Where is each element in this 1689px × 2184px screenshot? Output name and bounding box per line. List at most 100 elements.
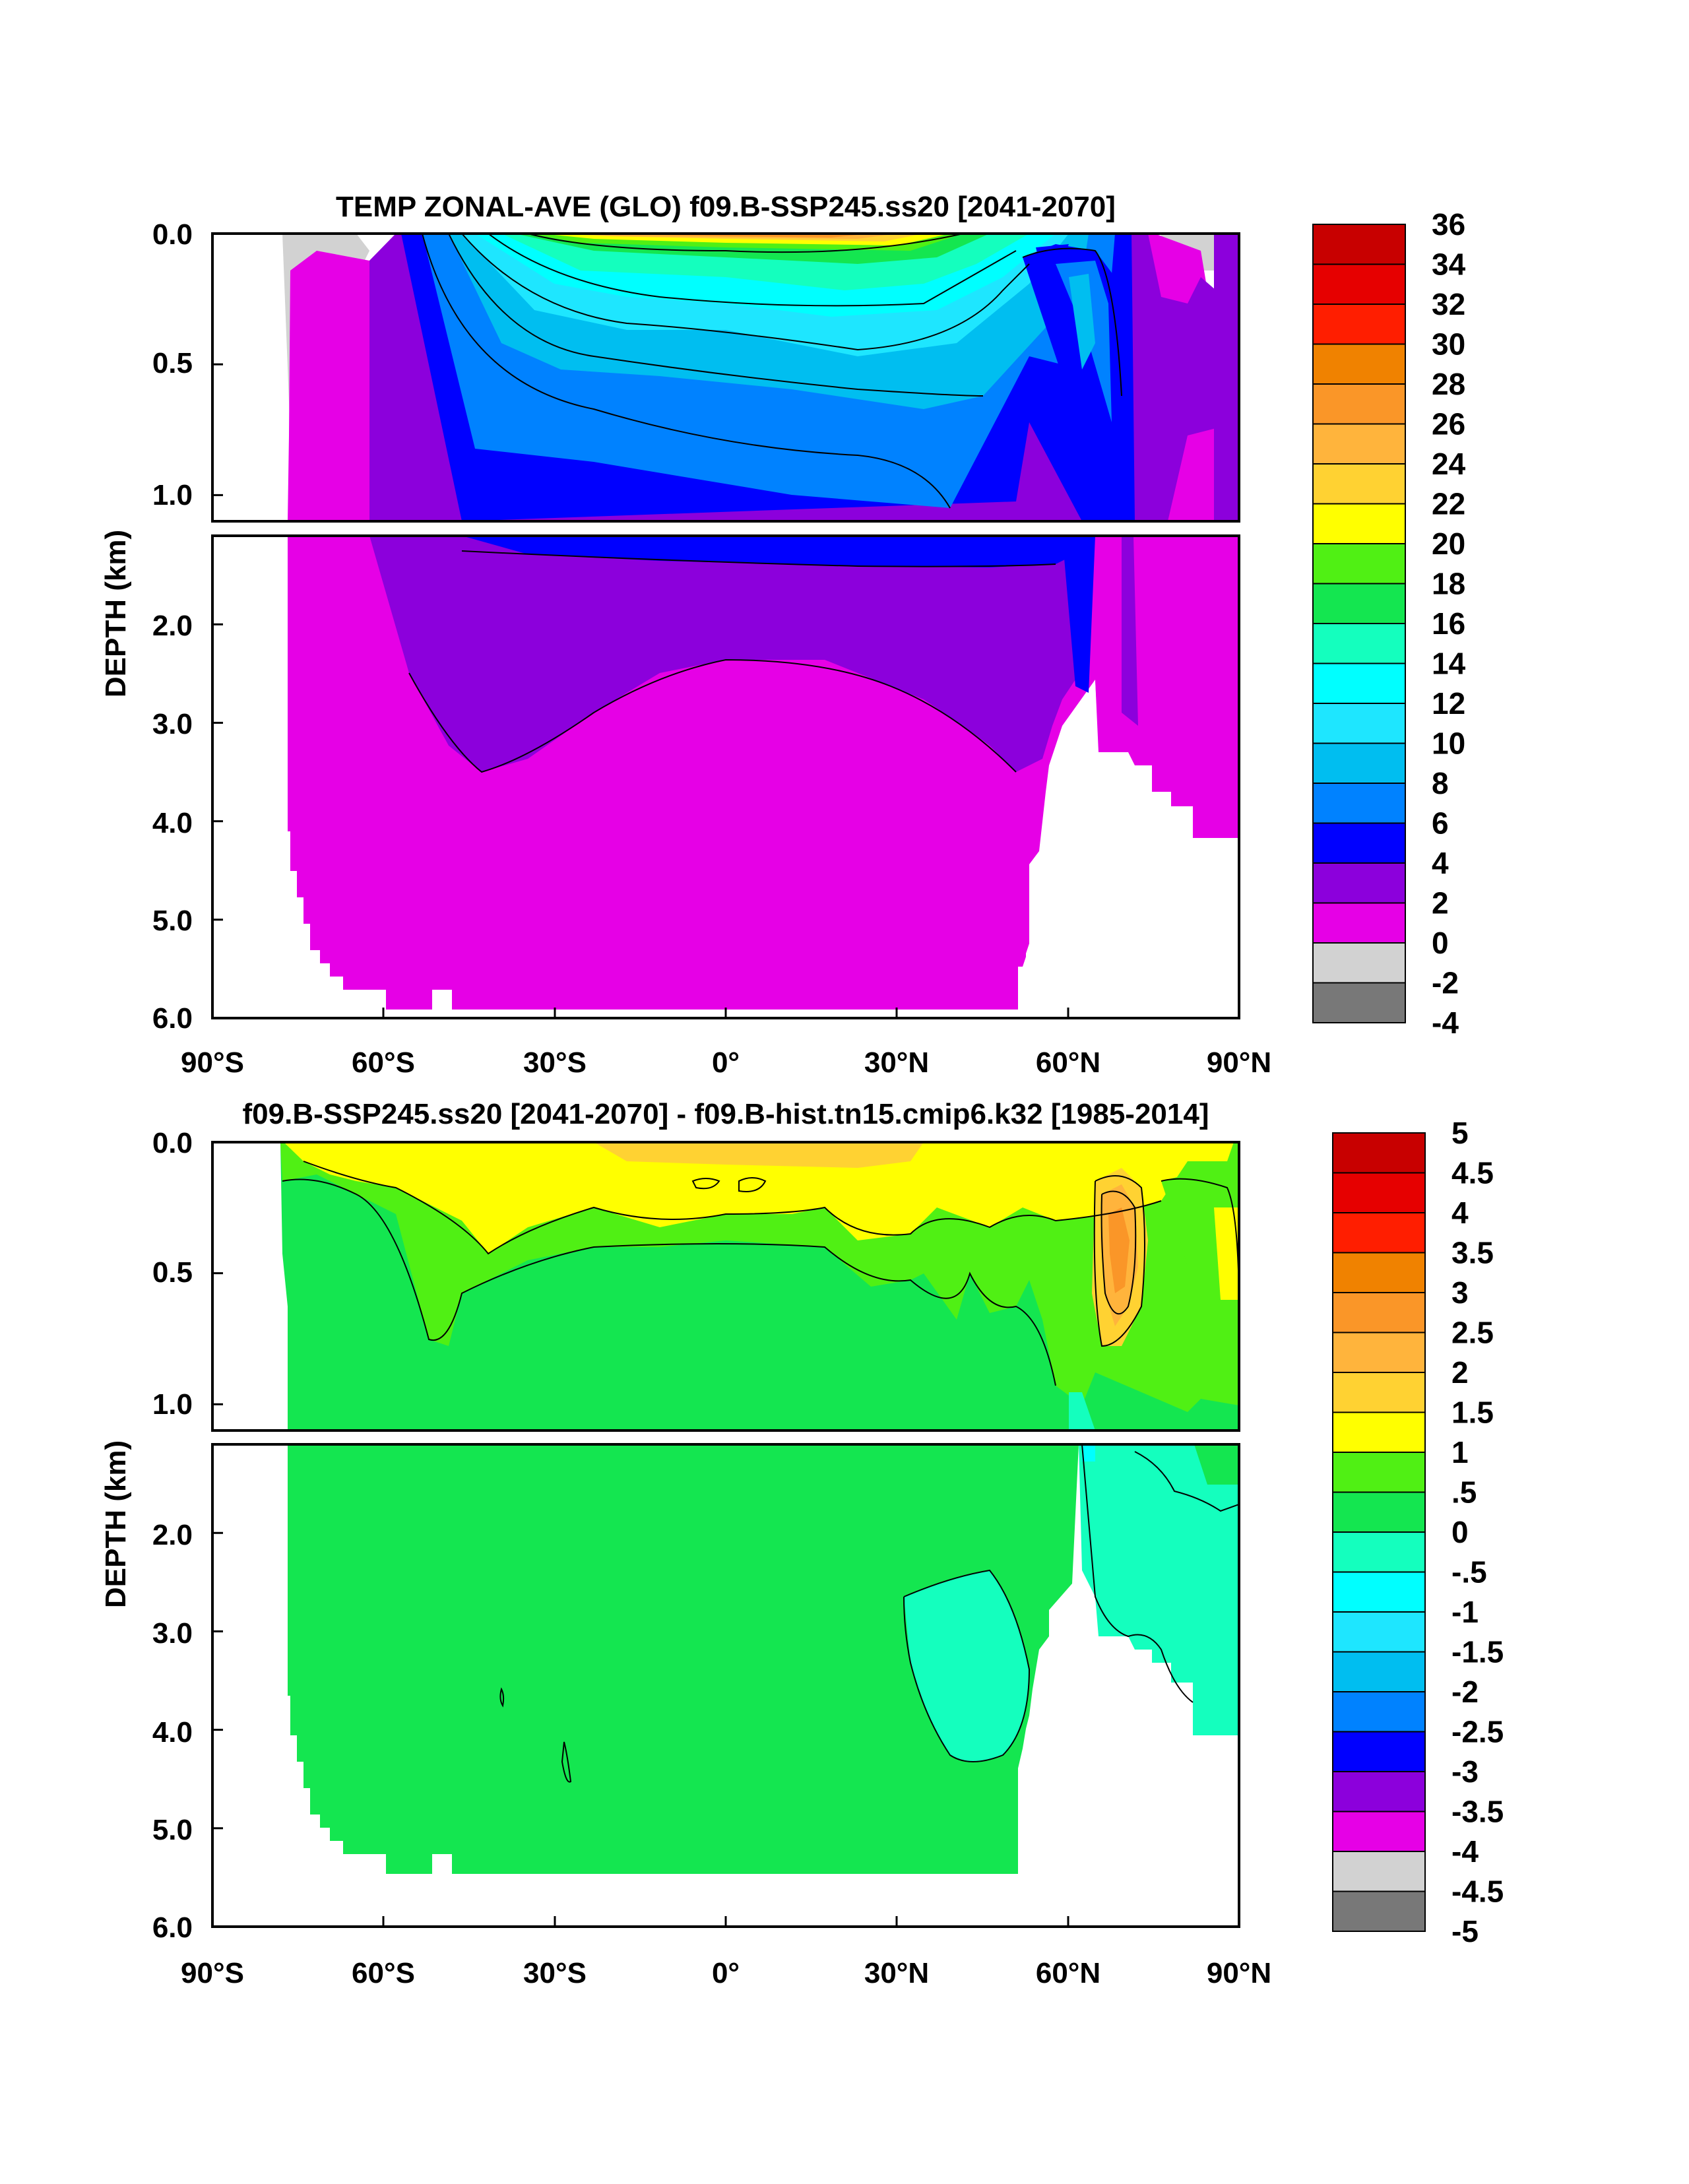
colorbar-2-swatch xyxy=(1332,1172,1426,1213)
colorbar-2-swatch xyxy=(1332,1571,1426,1613)
chart-2-ytick: 1.0 xyxy=(152,1388,193,1421)
colorbar-1-swatch xyxy=(1312,742,1406,784)
chart-2-xtick: 30°N xyxy=(864,1957,929,1989)
colorbar-2-label: 0 xyxy=(1451,1515,1469,1549)
colorbar-2-label: 1 xyxy=(1451,1435,1469,1469)
chart-1: TEMP ZONAL-AVE (GLO) f09.B-SSP245.ss20 [… xyxy=(100,191,1466,1079)
chart-1-xtick: 0° xyxy=(712,1046,740,1079)
colorbar-1-swatch xyxy=(1312,423,1406,465)
chart-2-ytick: 6.0 xyxy=(152,1911,193,1944)
colorbar-1-label: 30 xyxy=(1432,327,1465,362)
chart-2-title: f09.B-SSP245.ss20 [2041-2070] - f09.B-hi… xyxy=(243,1098,1209,1130)
colorbar-2-label: 4.5 xyxy=(1451,1156,1494,1190)
colorbar-1-swatch xyxy=(1312,623,1406,664)
colorbar-1-swatch xyxy=(1312,703,1406,744)
chart-2-xtick: 60°N xyxy=(1036,1957,1100,1989)
chart-2-xtick: 90°S xyxy=(181,1957,244,1989)
chart-1-contours-upper xyxy=(422,234,1122,509)
colorbar-1-swatch xyxy=(1312,304,1406,345)
colorbar-2-label: -2 xyxy=(1451,1675,1479,1709)
colorbar-1-label: 22 xyxy=(1432,487,1465,521)
colorbar-2-swatch xyxy=(1332,1372,1426,1413)
chart-1-contours-lower xyxy=(408,550,1056,773)
colorbar-2-swatch xyxy=(1332,1811,1426,1852)
colorbar-1-swatch xyxy=(1312,543,1406,585)
colorbar-2-swatch xyxy=(1332,1292,1426,1333)
colorbar-2-swatch xyxy=(1332,1332,1426,1373)
chart-2-ytick: 2.0 xyxy=(152,1519,193,1551)
colorbar-1-swatch xyxy=(1312,662,1406,704)
colorbar-2-label: 1.5 xyxy=(1451,1396,1494,1430)
chart-1-lower-field xyxy=(288,536,1239,1010)
colorbar-1-label: 10 xyxy=(1432,726,1465,761)
chart-1-ytick: 5.0 xyxy=(152,905,193,937)
colorbar-1-label: 16 xyxy=(1432,606,1465,641)
chart-2: f09.B-SSP245.ss20 [2041-2070] - f09.B-hi… xyxy=(100,1098,1504,1989)
colorbar-1-label: 20 xyxy=(1432,527,1465,561)
colorbar-2-label: -4 xyxy=(1451,1834,1479,1869)
colorbar-1-label: 18 xyxy=(1432,567,1465,601)
colorbar-1-label: 26 xyxy=(1432,407,1465,441)
colorbar-2-label: 4 xyxy=(1451,1196,1469,1230)
colorbar-2-label: 3 xyxy=(1451,1275,1469,1310)
colorbar-2-swatch xyxy=(1332,1491,1426,1533)
chart-2-upper-frame xyxy=(211,1141,1240,1432)
colorbar-1-swatch xyxy=(1312,224,1406,265)
chart-1-xtick: 30°S xyxy=(523,1046,587,1079)
chart-1-ytick: 2.0 xyxy=(152,610,193,642)
colorbar-1-swatch xyxy=(1312,583,1406,624)
chart-1-xtick: 90°N xyxy=(1207,1046,1271,1079)
chart-1-ytick: 0.5 xyxy=(152,347,193,379)
chart-1-xtick: 90°S xyxy=(181,1046,244,1079)
colorbar-1-swatch xyxy=(1312,383,1406,425)
colorbar-1-swatch xyxy=(1312,783,1406,824)
colorbar-1-label: 32 xyxy=(1432,287,1465,321)
chart-2-xtick: 60°S xyxy=(352,1957,415,1989)
colorbar-1-label: 28 xyxy=(1432,367,1465,401)
colorbar-1-swatch xyxy=(1312,902,1406,944)
colorbar-2-swatch xyxy=(1332,1452,1426,1493)
chart-2-ytick: 0.0 xyxy=(152,1127,193,1159)
chart-1-xtick: 30°N xyxy=(864,1046,929,1079)
colorbar-2-swatch xyxy=(1332,1771,1426,1813)
colorbar-1-swatch xyxy=(1312,343,1406,385)
colorbar-2-label: -1 xyxy=(1451,1595,1479,1629)
chart-1-ylabel: DEPTH (km) xyxy=(100,530,132,697)
colorbar-1-swatch xyxy=(1312,463,1406,505)
colorbar-2-swatch xyxy=(1332,1132,1426,1174)
colorbar-2-swatch xyxy=(1332,1252,1426,1293)
colorbar-2-label: -2.5 xyxy=(1451,1715,1504,1749)
colorbar-2-label: -3 xyxy=(1451,1754,1479,1789)
colorbar-2-label: 5 xyxy=(1451,1116,1469,1150)
colorbar-1-label: 24 xyxy=(1432,447,1466,481)
colorbar-2-swatch xyxy=(1332,1212,1426,1254)
colorbar-2-swatch xyxy=(1332,1851,1426,1892)
colorbar-2-swatch xyxy=(1332,1731,1426,1772)
colorbar-2-label: -4.5 xyxy=(1451,1875,1504,1909)
chart-2-ylabel: DEPTH (km) xyxy=(100,1440,132,1608)
chart-1-title: TEMP ZONAL-AVE (GLO) f09.B-SSP245.ss20 [… xyxy=(336,191,1116,223)
colorbar-1-swatch xyxy=(1312,263,1406,305)
colorbar-2-swatch xyxy=(1332,1651,1426,1692)
chart-1-xtick: 60°S xyxy=(352,1046,415,1079)
chart-1-ytick: 0.0 xyxy=(152,218,193,251)
chart-2-axes xyxy=(211,1141,1240,1928)
colorbar-1-swatch xyxy=(1312,503,1406,544)
colorbar-1-label: 0 xyxy=(1432,926,1449,960)
chart-2-ytick: 4.0 xyxy=(152,1716,193,1749)
colorbar-1-label: 34 xyxy=(1432,247,1466,282)
chart-1-ytick: 4.0 xyxy=(152,807,193,839)
chart-2-contours-lower xyxy=(499,1444,1239,1783)
colorbar-2-label: 2.5 xyxy=(1451,1316,1494,1350)
colorbar-1-swatch xyxy=(1312,822,1406,864)
colorbar-2-label: -.5 xyxy=(1451,1555,1487,1590)
colorbar-1-label: 8 xyxy=(1432,766,1449,800)
colorbar-1-label: 36 xyxy=(1432,207,1465,241)
chart-1-xtick: 60°N xyxy=(1036,1046,1100,1079)
colorbar-2-swatch xyxy=(1332,1611,1426,1653)
chart-2-xtick: 30°S xyxy=(523,1957,587,1989)
chart-2-upper-field xyxy=(280,1142,1239,1430)
colorbar-1-label: 2 xyxy=(1432,886,1449,920)
